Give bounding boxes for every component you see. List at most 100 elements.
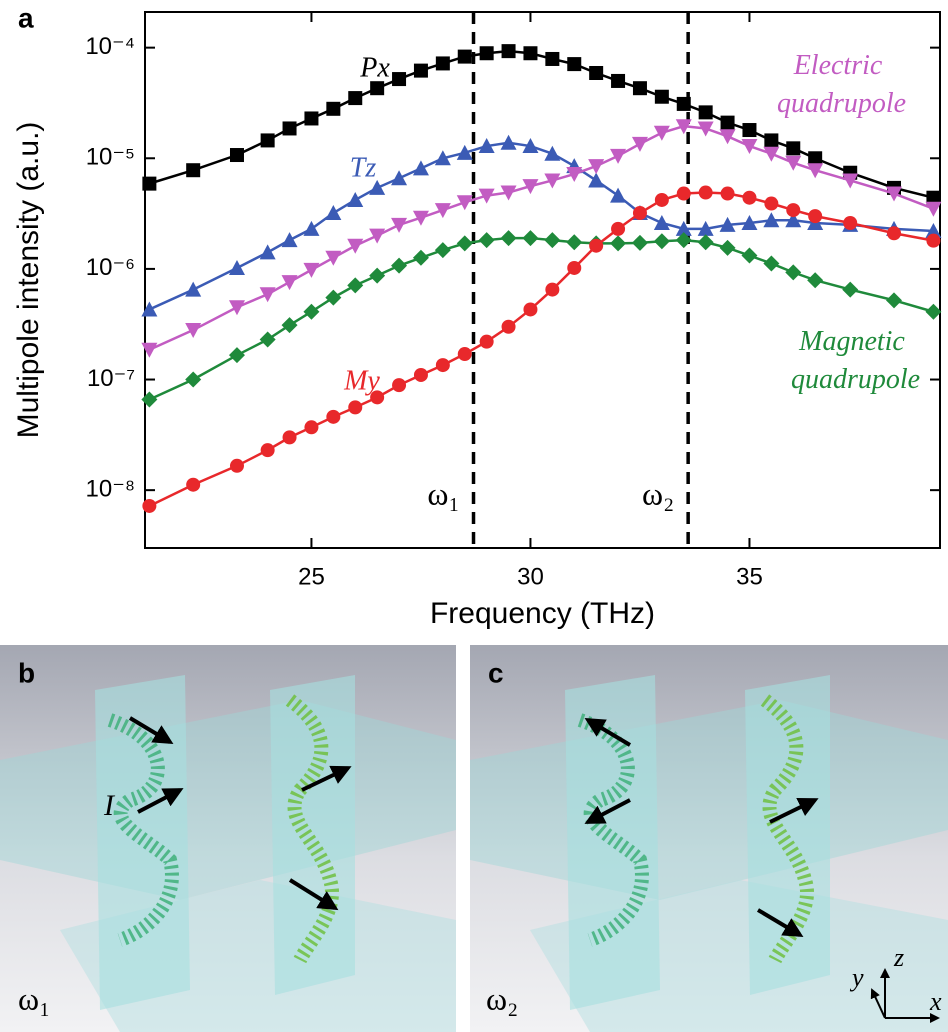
marker <box>457 195 473 210</box>
marker <box>786 141 800 155</box>
marker <box>230 459 244 473</box>
marker <box>348 91 362 105</box>
marker <box>347 239 363 254</box>
marker <box>589 239 603 253</box>
marker <box>610 149 626 164</box>
marker <box>391 258 407 274</box>
marker <box>414 64 428 78</box>
marker <box>545 283 559 297</box>
series-label: My <box>343 365 380 396</box>
marker <box>611 222 625 236</box>
marker <box>325 290 341 306</box>
marker <box>545 52 559 66</box>
marker <box>611 74 625 88</box>
y-tick-label: 10⁻⁵ <box>86 144 135 171</box>
marker <box>282 317 298 333</box>
marker <box>654 215 670 230</box>
plate <box>270 675 355 995</box>
marker <box>721 187 735 201</box>
figure: a 25303510⁻⁸10⁻⁷10⁻⁶10⁻⁵10⁻⁴Frequency (T… <box>0 0 948 1032</box>
marker <box>502 44 516 58</box>
marker <box>141 343 157 358</box>
plate <box>745 675 830 995</box>
marker <box>391 170 407 185</box>
y-tick-label: 10⁻⁴ <box>85 33 135 60</box>
marker <box>699 105 713 119</box>
marker <box>720 240 736 256</box>
marker <box>786 203 800 217</box>
marker <box>633 81 647 95</box>
y-tick-label: 10⁻⁸ <box>86 475 136 502</box>
marker <box>808 209 822 223</box>
marker <box>480 335 494 349</box>
series-label: Magnetic quadrupole <box>784 326 920 395</box>
marker <box>741 248 757 264</box>
marker <box>303 263 319 278</box>
marker <box>655 193 669 207</box>
marker <box>763 255 779 271</box>
marker <box>304 111 318 125</box>
x-tick-label: 30 <box>517 563 544 590</box>
panel-c: c ω₂ y z x <box>470 645 948 1032</box>
marker <box>567 57 581 71</box>
marker <box>567 261 581 275</box>
y-axis-title: Multipole intensity (a.u.) <box>12 122 45 439</box>
series-label: Electric quadrupole <box>770 50 906 119</box>
marker <box>807 272 823 288</box>
marker <box>304 420 318 434</box>
y-tick-label: 10⁻⁷ <box>87 365 135 392</box>
marker <box>303 304 319 320</box>
marker <box>632 235 648 251</box>
marker <box>610 235 626 251</box>
marker <box>260 332 276 348</box>
marker <box>436 56 450 70</box>
axis-label: x <box>929 987 942 1016</box>
marker <box>808 151 822 165</box>
marker <box>610 188 626 203</box>
marker <box>185 282 201 297</box>
series-label: Px <box>359 52 390 83</box>
marker <box>185 323 201 338</box>
axis-label: z <box>893 943 904 972</box>
marker <box>677 187 691 201</box>
marker <box>633 206 647 220</box>
marker <box>261 443 275 457</box>
marker <box>141 391 157 407</box>
marker <box>325 205 341 220</box>
marker <box>457 235 473 251</box>
marker <box>458 50 472 64</box>
marker <box>698 234 714 250</box>
marker <box>369 268 385 284</box>
frequency-label: ω₂ <box>486 980 518 1016</box>
marker <box>632 137 648 152</box>
marker <box>347 192 363 207</box>
marker <box>742 191 756 205</box>
marker <box>544 232 560 248</box>
marker <box>369 229 385 244</box>
marker <box>392 72 406 86</box>
marker <box>720 129 736 144</box>
marker <box>230 148 244 162</box>
marker <box>677 97 691 111</box>
marker <box>436 358 450 372</box>
marker <box>501 135 517 150</box>
marker <box>843 216 857 230</box>
panel-label: c <box>488 657 504 688</box>
marker <box>501 230 517 246</box>
marker <box>348 400 362 414</box>
marker <box>260 244 276 259</box>
y-tick-label: 10⁻⁶ <box>86 254 135 281</box>
marker <box>502 320 516 334</box>
marker <box>282 232 298 247</box>
marker <box>186 163 200 177</box>
axis-label: y <box>849 963 864 992</box>
marker <box>764 133 778 147</box>
marker <box>764 197 778 211</box>
marker <box>926 234 940 248</box>
marker <box>261 133 275 147</box>
marker <box>413 211 429 226</box>
marker <box>886 292 902 308</box>
marker <box>741 139 757 154</box>
marker <box>742 123 756 137</box>
marker <box>785 156 801 171</box>
